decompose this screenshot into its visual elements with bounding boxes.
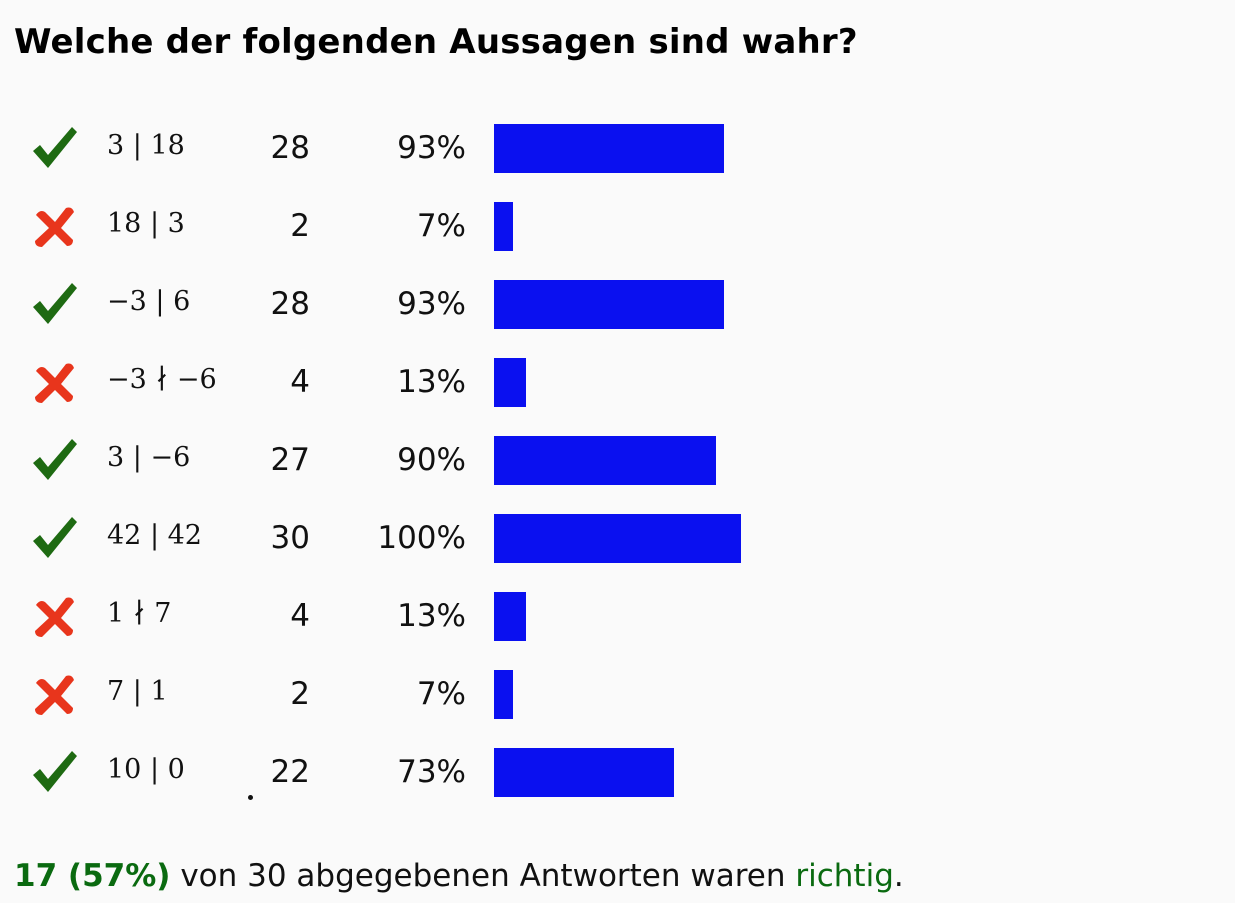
answer-bar [494,124,724,173]
answer-statement: 7 | 1 [107,676,168,707]
answer-percent: 13% [397,364,466,400]
cross-icon [28,590,80,642]
answer-count: 28 [270,286,310,322]
stray-dot [248,795,253,800]
answer-count: 27 [270,442,310,478]
bar-track [494,514,741,563]
answer-statement: 18 | 3 [107,208,185,239]
answer-percent: 73% [397,754,466,790]
answer-row: 10 | 0 22 73% [0,732,1235,810]
answer-statement: 42 | 42 [107,520,202,551]
answer-row: 3 | −6 27 90% [0,420,1235,498]
bar-track [494,124,741,173]
answer-statement: −3 ∤ −6 [107,364,217,395]
answer-percent: 100% [377,520,466,556]
summary-richtig: richtig [795,858,894,894]
summary-text: von 30 abgegebenen Antworten waren [170,858,796,894]
bar-track [494,670,741,719]
answer-bar [494,358,526,407]
answer-row: 3 | 18 28 93% [0,108,1235,186]
answer-statement: 3 | 18 [107,130,185,161]
summary-correct-count: 17 (57%) [14,858,171,894]
checkmark-icon [28,512,80,564]
cross-icon [28,200,80,252]
answer-bar [494,436,716,485]
checkmark-icon [28,278,80,330]
answer-percent: 7% [416,676,466,712]
bar-track [494,280,741,329]
answer-count: 4 [290,364,310,400]
bar-track [494,592,741,641]
answer-bar [494,592,526,641]
bar-track [494,436,741,485]
answer-bar [494,670,513,719]
answer-bar [494,748,674,797]
answer-count: 2 [290,208,310,244]
answer-row: −3 | 6 28 93% [0,264,1235,342]
cross-icon [28,356,80,408]
answer-count: 4 [290,598,310,634]
bar-track [494,358,741,407]
answer-percent: 93% [397,286,466,322]
answer-statement: −3 | 6 [107,286,191,317]
answer-bar [494,202,513,251]
answer-count: 22 [270,754,310,790]
answer-percent: 90% [397,442,466,478]
answer-row: 7 | 1 2 7% [0,654,1235,732]
question-title: Welche der folgenden Aussagen sind wahr? [14,22,858,62]
bar-track [494,202,741,251]
answer-count: 28 [270,130,310,166]
answer-statement: 3 | −6 [107,442,191,473]
answer-percent: 93% [397,130,466,166]
checkmark-icon [28,746,80,798]
answer-row: 42 | 42 30 100% [0,498,1235,576]
answer-row: −3 ∤ −6 4 13% [0,342,1235,420]
summary-end: . [893,858,904,894]
answer-bar [494,514,741,563]
answer-count: 30 [270,520,310,556]
answer-row: 1 ∤ 7 4 13% [0,576,1235,654]
checkmark-icon [28,434,80,486]
answer-statement: 1 ∤ 7 [107,598,172,629]
checkmark-icon [28,122,80,174]
result-summary: 17 (57%) von 30 abgegebenen Antworten wa… [14,858,904,894]
answer-statement: 10 | 0 [107,754,185,785]
answer-row: 18 | 3 2 7% [0,186,1235,264]
answer-count: 2 [290,676,310,712]
answer-bar [494,280,724,329]
answer-percent: 13% [397,598,466,634]
answer-percent: 7% [416,208,466,244]
bar-track [494,748,741,797]
cross-icon [28,668,80,720]
